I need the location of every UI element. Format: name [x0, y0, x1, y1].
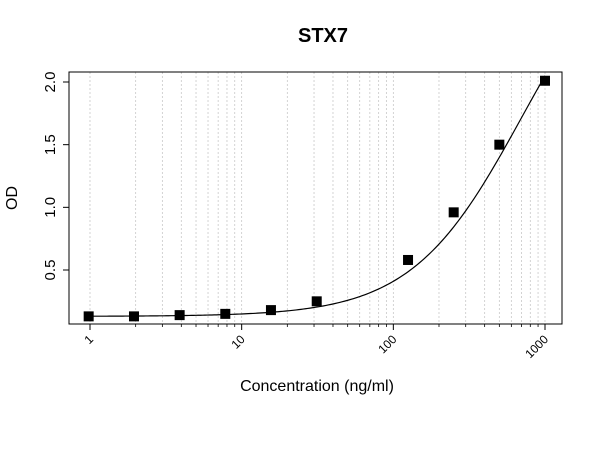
- x-tick-label: 10: [228, 332, 248, 352]
- y-tick-label: 1.5: [42, 134, 59, 155]
- data-point: [174, 310, 185, 321]
- y-axis-label: OD: [4, 186, 21, 210]
- y-tick-label: 2.0: [42, 72, 59, 93]
- data-point: [128, 311, 139, 322]
- data-point: [540, 75, 550, 86]
- data-point: [403, 254, 414, 265]
- x-tick-label: 1000: [522, 332, 551, 361]
- data-points: [83, 75, 550, 322]
- data-point: [494, 139, 505, 150]
- grid: [89, 72, 546, 324]
- y-tick-label: 1.0: [42, 197, 59, 218]
- plot-frame: [68, 71, 563, 325]
- data-point: [83, 311, 94, 322]
- data-point: [311, 296, 322, 307]
- x-tick-label: 1: [81, 332, 96, 347]
- x-axis-label: Concentration (ng/ml): [240, 378, 394, 395]
- x-tick-label: 100: [375, 332, 399, 356]
- fit-curve: [88, 75, 546, 317]
- x-axis: 1 10 100 1000: [81, 324, 551, 361]
- y-tick-label: 0.5: [42, 260, 59, 281]
- data-point: [265, 305, 276, 316]
- data-point: [448, 207, 459, 218]
- y-axis: 0.5 1.0 1.5 2.0: [42, 72, 69, 281]
- data-point: [220, 308, 231, 319]
- chart-title: STX7: [298, 25, 348, 47]
